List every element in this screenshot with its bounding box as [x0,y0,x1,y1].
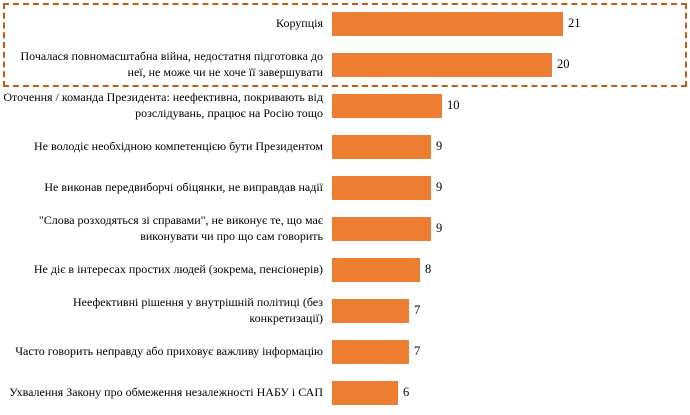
bar [332,175,431,200]
chart-row: Оточення / команда Президента: неефектив… [0,85,690,126]
value-label: 7 [414,344,421,358]
category-label: Оточення / команда Президента: неефектив… [3,90,323,120]
chart-row: Не виконав передвиборчі обіцянки, не вип… [0,167,690,208]
value-label: 21 [568,16,581,30]
chart-row: "Слова розходяться зі справами", не вико… [0,208,690,249]
chart-row: Почалася повномасштабна війна, недостатн… [0,44,690,85]
value-label: 9 [436,139,443,153]
bar [332,11,563,36]
category-label: Не діє в інтересах простих людей (зокрем… [33,261,323,276]
category-label: "Слова розходяться зі справами", не вико… [38,213,323,243]
chart-row: Ухвалення Закону про обмеження незалежно… [0,372,690,413]
chart-row: Часто говорить неправду або приховує важ… [0,331,690,372]
category-label: Почалася повномасштабна війна, недостатн… [20,49,323,79]
chart-row: Не володіє необхідною компетенцією бути … [0,126,690,167]
category-label: Часто говорить неправду або приховує важ… [15,343,323,358]
value-label: 7 [414,303,421,317]
value-label: 9 [436,180,443,194]
value-label: 6 [403,385,410,399]
value-label: 8 [425,262,432,276]
chart-row: Неефективні рішення у внутрішній політиц… [0,290,690,331]
bar [332,52,552,77]
category-label: Не володіє необхідною компетенцією бути … [34,138,323,153]
bar [332,134,431,159]
chart-rows: Корупція 21 Почалася повномасштабна війна,… [0,3,690,413]
category-label: Не виконав передвиборчі обіцянки, не вип… [44,179,323,194]
bar [332,257,420,282]
value-label: 20 [557,57,570,71]
bar [332,93,442,118]
bar [332,216,431,241]
chart-row: Не діє в інтересах простих людей (зокрем… [0,249,690,290]
bar [332,298,409,323]
category-label: Неефективні рішення у внутрішній політиц… [73,295,323,325]
category-label: Ухвалення Закону про обмеження незалежно… [9,384,323,399]
chart-row: Корупція 21 [0,3,690,44]
value-label: 10 [447,98,460,112]
category-label: Корупція [276,15,323,30]
value-label: 9 [436,221,443,235]
bar [332,339,409,364]
bar [332,380,398,405]
